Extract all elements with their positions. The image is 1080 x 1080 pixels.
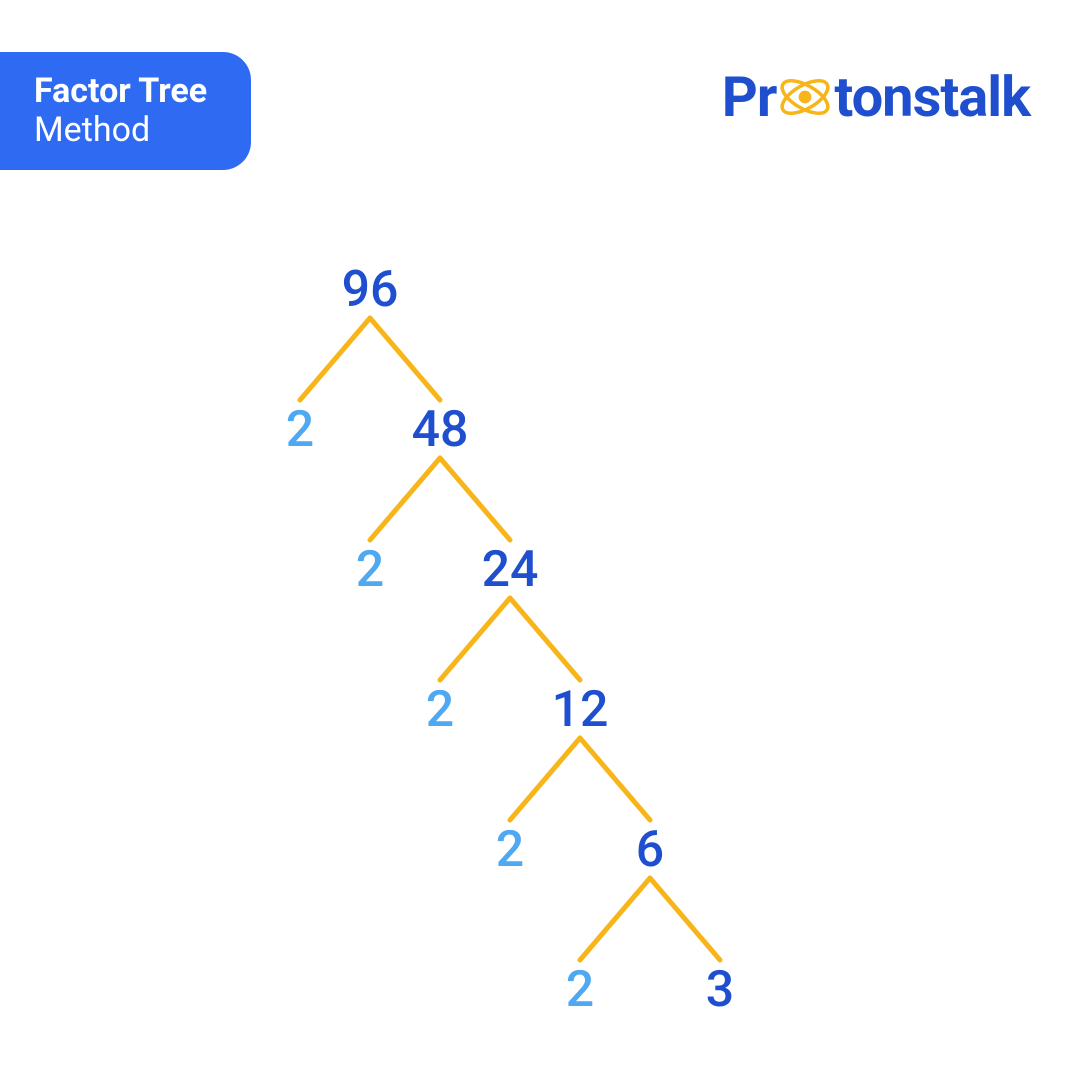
tree-edge	[580, 878, 650, 960]
tree-edge	[300, 318, 370, 400]
tree-edge	[510, 738, 580, 820]
prime-node: 2	[426, 681, 454, 739]
composite-node: 24	[482, 541, 539, 599]
logo-text-post: tonstalk	[834, 64, 1030, 130]
composite-node: 12	[552, 681, 609, 739]
logo-text-pre: Pr	[722, 64, 777, 130]
tree-edge	[510, 598, 580, 680]
tree-edge	[370, 318, 440, 400]
tree-edge	[650, 878, 720, 960]
tree-edges	[0, 250, 1080, 1000]
tree-edge	[440, 458, 510, 540]
factor-tree: 962482242122623	[0, 250, 1080, 1000]
composite-node: 96	[342, 261, 399, 319]
header-title: Factor Tree	[34, 72, 207, 111]
atom-icon	[776, 68, 834, 126]
tree-edge	[580, 738, 650, 820]
brand-logo: Pr tonstalk	[722, 64, 1030, 130]
tree-edge	[370, 458, 440, 540]
composite-node: 48	[412, 401, 469, 459]
prime-node: 2	[496, 821, 524, 879]
header-badge: Factor Tree Method	[0, 52, 251, 170]
prime-node: 2	[566, 961, 594, 1019]
tree-edge	[440, 598, 510, 680]
prime-node: 2	[356, 541, 384, 599]
header-subtitle: Method	[34, 111, 207, 150]
composite-node: 3	[706, 961, 734, 1019]
prime-node: 2	[286, 401, 314, 459]
composite-node: 6	[636, 821, 664, 879]
